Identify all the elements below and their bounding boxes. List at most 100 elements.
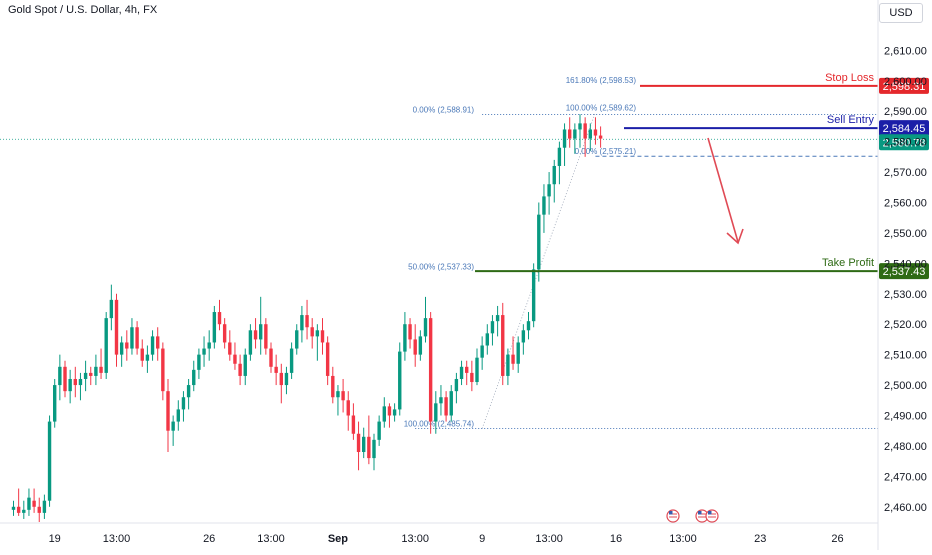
candle-body bbox=[428, 318, 433, 422]
us-flag-icon[interactable] bbox=[666, 509, 680, 523]
candle bbox=[413, 324, 417, 367]
candle bbox=[598, 126, 603, 148]
candle bbox=[119, 336, 124, 367]
candle bbox=[470, 360, 474, 392]
candle bbox=[32, 488, 36, 513]
candle bbox=[331, 366, 335, 404]
x-tick-label: 13:00 bbox=[535, 533, 563, 545]
candle-body bbox=[243, 354, 247, 376]
time-axis[interactable]: 19 13:00 26 13:00 Sep 13:00 9 13:00 16 13:00 23 26 bbox=[0, 522, 878, 545]
candle bbox=[320, 318, 325, 355]
candle bbox=[356, 421, 361, 471]
candle-body bbox=[423, 318, 428, 337]
candle-body bbox=[537, 214, 541, 270]
candle bbox=[140, 339, 144, 367]
candle-body bbox=[475, 357, 479, 383]
candle-body bbox=[207, 342, 211, 349]
candle bbox=[42, 494, 47, 519]
candle-body bbox=[413, 339, 417, 355]
candle-body bbox=[109, 299, 114, 319]
candles bbox=[11, 114, 603, 522]
candle bbox=[89, 366, 93, 386]
candle bbox=[284, 366, 289, 395]
y-tick-label: 2,580.00 bbox=[884, 137, 927, 149]
candle-body bbox=[382, 406, 386, 422]
y-tick-label: 2,540.00 bbox=[884, 258, 927, 270]
candle bbox=[459, 360, 464, 386]
candle-body bbox=[506, 354, 510, 376]
candle bbox=[83, 360, 88, 392]
candle bbox=[58, 354, 62, 401]
candle-body bbox=[485, 333, 489, 346]
candle bbox=[68, 369, 72, 404]
candle-body bbox=[470, 372, 474, 383]
candle-body bbox=[68, 378, 72, 392]
symbol-title: Gold Spot / U.S. Dollar, 4h, FX bbox=[8, 4, 158, 16]
candle-body bbox=[398, 351, 402, 410]
candle bbox=[501, 302, 505, 386]
candle bbox=[480, 336, 484, 370]
candle-body bbox=[259, 324, 263, 340]
candle bbox=[552, 159, 556, 203]
candle-body bbox=[562, 129, 567, 148]
candle-body bbox=[248, 330, 253, 355]
candle bbox=[161, 342, 165, 401]
x-tick-label: 13:00 bbox=[103, 533, 131, 545]
candle-body bbox=[176, 409, 180, 422]
candle bbox=[135, 321, 139, 355]
candle bbox=[94, 354, 98, 386]
candle bbox=[377, 415, 381, 446]
x-tick-label: 16 bbox=[610, 533, 622, 545]
candle bbox=[439, 385, 443, 416]
candle-body bbox=[557, 147, 562, 166]
candle-body bbox=[408, 324, 412, 340]
x-tick-label: 26 bbox=[831, 533, 843, 545]
take-label: Take Profit bbox=[822, 257, 874, 269]
y-tick-label: 2,470.00 bbox=[884, 471, 927, 483]
candle bbox=[588, 123, 592, 151]
candle bbox=[99, 348, 103, 379]
candle-body bbox=[320, 330, 325, 343]
candle-body bbox=[392, 409, 397, 416]
candle bbox=[130, 318, 134, 355]
candle bbox=[109, 284, 114, 331]
candle bbox=[238, 354, 242, 386]
candle-body bbox=[94, 366, 98, 376]
candle bbox=[568, 117, 572, 148]
candle-body bbox=[588, 129, 592, 139]
candle-body bbox=[331, 375, 335, 398]
candle-body bbox=[135, 327, 139, 349]
candle bbox=[573, 123, 577, 154]
candle-body bbox=[161, 348, 165, 392]
candle-body bbox=[269, 348, 273, 367]
candle bbox=[547, 172, 551, 215]
candle-body bbox=[377, 421, 381, 440]
candle-body bbox=[222, 324, 227, 343]
candle bbox=[542, 184, 546, 233]
stop-price-value: 2,598.31 bbox=[883, 81, 926, 93]
candle bbox=[248, 324, 253, 361]
candle-body bbox=[511, 354, 515, 364]
x-tick-label: 26 bbox=[203, 533, 215, 545]
y-tick-label: 2,570.00 bbox=[884, 167, 927, 179]
candle-body bbox=[583, 123, 587, 139]
candle-body bbox=[156, 336, 160, 349]
event-markers bbox=[666, 509, 719, 523]
fib-label: 161.80% (2,598.53) bbox=[566, 76, 637, 85]
stop-label: Stop Loss bbox=[825, 72, 874, 84]
candle-body bbox=[197, 354, 201, 370]
candle-body bbox=[490, 321, 495, 334]
candle bbox=[351, 403, 356, 440]
currency-selector[interactable]: USD bbox=[879, 3, 923, 23]
candle-body bbox=[166, 391, 170, 431]
candle bbox=[593, 117, 598, 145]
candle-body bbox=[531, 269, 536, 322]
us-flag-icon[interactable] bbox=[705, 509, 719, 523]
candle bbox=[274, 354, 278, 386]
candle bbox=[521, 324, 526, 355]
candle bbox=[197, 348, 201, 379]
y-tick-label: 2,490.00 bbox=[884, 410, 927, 422]
price-axis[interactable]: 2,460.00 2,470.00 2,480.00 2,490.00 2,500.00… bbox=[877, 0, 927, 550]
candle bbox=[465, 360, 469, 386]
